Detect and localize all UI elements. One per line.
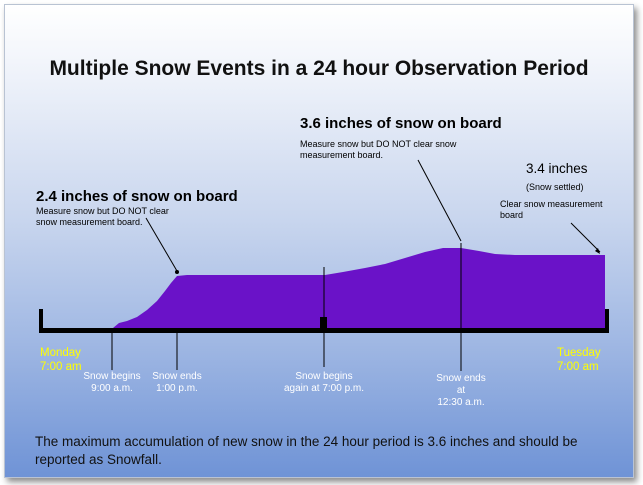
pointer-third-arrowhead xyxy=(595,248,600,254)
start-day-label: Monday 7:00 am xyxy=(40,346,100,374)
event-label-snow-ends-night: Snow ends at 12:30 a.m. xyxy=(431,373,491,409)
snow-timeline-graphic xyxy=(39,159,609,371)
snow-depth-area xyxy=(113,248,605,328)
end-time: 7:00 am xyxy=(557,361,599,373)
event-3-line1: Snow ends at xyxy=(436,373,486,396)
event-1-line1: Snow ends xyxy=(152,371,202,382)
diagram-title: Multiple Snow Events in a 24 hour Observ… xyxy=(49,57,589,80)
third-callout-amount: 3.4 inches xyxy=(526,161,588,176)
first-callout-amount: 2.4 inches of snow on board xyxy=(36,188,238,205)
pointer-third-callout xyxy=(570,222,601,253)
event-1-line2: 1:00 p.m. xyxy=(156,383,198,394)
event-2-line2: again at 7:00 p.m. xyxy=(283,383,365,394)
event-0-line1: Snow begins xyxy=(83,371,141,382)
event-3-line2: 12:30 a.m. xyxy=(437,397,485,408)
event-2-line1: Snow begins xyxy=(295,371,353,382)
third-callout-note: Clear snow measurement board xyxy=(500,199,603,220)
pointer-first-callout xyxy=(145,217,178,272)
timeline-left-end xyxy=(39,309,43,333)
timeline-right-end xyxy=(605,309,609,333)
event-label-snow-begins: Snow begins 9:00 a.m. xyxy=(82,371,142,395)
event-0-line2: 9:00 a.m. xyxy=(91,383,133,394)
third-callout-sub: (Snow settled) xyxy=(526,182,584,192)
start-time: 7:00 am xyxy=(40,361,82,373)
diagram-slide: Multiple Snow Events in a 24 hour Observ… xyxy=(4,4,634,478)
second-callout-amount: 3.6 inches of snow on board xyxy=(300,115,502,132)
pointer-second-callout xyxy=(417,159,462,242)
pointer-first-dot xyxy=(175,270,179,274)
event-label-snow-begins-again: Snow begins again at 7:00 p.m. xyxy=(274,371,374,395)
event-label-snow-ends: Snow ends 1:00 p.m. xyxy=(152,371,202,395)
start-day: Monday xyxy=(40,347,81,359)
end-day-label: Tuesday 7:00 am xyxy=(557,346,617,374)
end-day: Tuesday xyxy=(557,347,601,359)
second-callout-note: Measure snow but DO NOT clear snow measu… xyxy=(300,139,457,160)
footer-note: The maximum accumulation of new snow in … xyxy=(35,434,578,467)
first-callout-note: Measure snow but DO NOT clear snow measu… xyxy=(36,206,169,227)
